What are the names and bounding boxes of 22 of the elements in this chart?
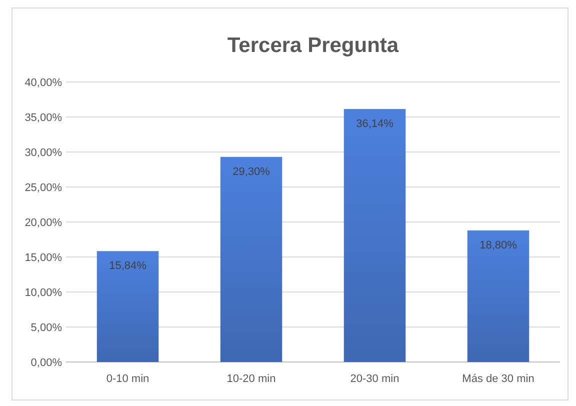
y-tick-label: 0,00%	[30, 356, 62, 369]
x-tick-label: 10-20 min	[226, 373, 276, 385]
data-label: 29,30%	[232, 166, 270, 178]
data-label: 18,80%	[480, 239, 518, 252]
y-tick-label: 15,00%	[24, 252, 62, 264]
y-tick-label: 30,00%	[24, 146, 62, 159]
data-label: 15,84%	[109, 260, 147, 272]
x-tick-label: 0-10 min	[106, 373, 150, 385]
y-tick-label: 20,00%	[24, 216, 62, 229]
x-tick-label: 20-30 min	[350, 373, 400, 385]
y-tick-label: 25,00%	[24, 182, 62, 194]
chart-title: Tercera Pregunta	[227, 34, 399, 57]
y-tick-label: 10,00%	[24, 286, 62, 299]
bar	[467, 230, 530, 362]
x-tick-label: Más de 30 min	[462, 373, 534, 385]
y-tick-label: 35,00%	[24, 112, 62, 124]
y-tick-label: 5,00%	[30, 322, 62, 334]
y-tick-label: 40,00%	[24, 76, 62, 89]
data-label: 36,14%	[356, 118, 394, 130]
bar	[344, 109, 406, 362]
bar	[96, 251, 159, 362]
bar	[220, 156, 282, 362]
